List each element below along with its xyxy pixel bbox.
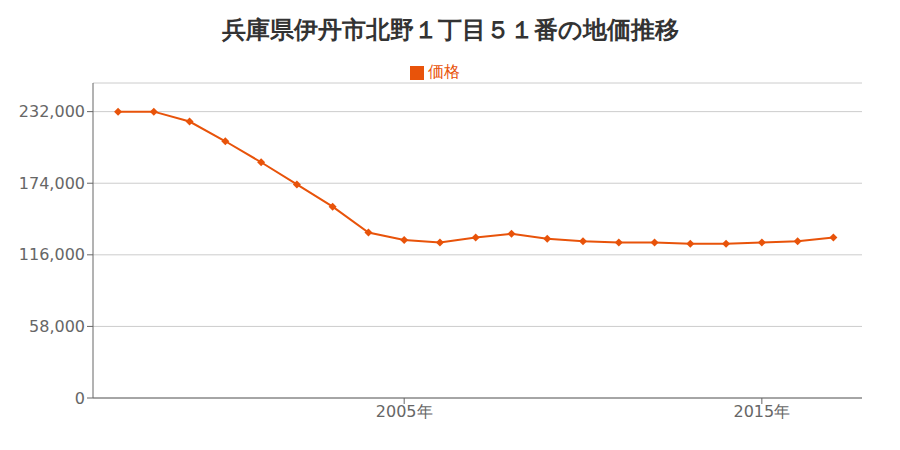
svg-text:174,000: 174,000 bbox=[19, 174, 85, 193]
svg-text:0: 0 bbox=[75, 389, 85, 408]
svg-text:58,000: 58,000 bbox=[29, 317, 85, 336]
html-text:兵庫県伊丹市北野１丁目５１番の地価推移: 兵庫県伊丹市北野１丁目５１番の地価推移 bbox=[221, 16, 679, 44]
svg-text:2005年: 2005年 bbox=[376, 402, 433, 421]
svg-text:232,000: 232,000 bbox=[19, 102, 85, 121]
html-text:価格: 価格 bbox=[428, 62, 460, 81]
svg-text:2015年: 2015年 bbox=[733, 402, 790, 421]
svg-text:116,000: 116,000 bbox=[19, 245, 85, 264]
